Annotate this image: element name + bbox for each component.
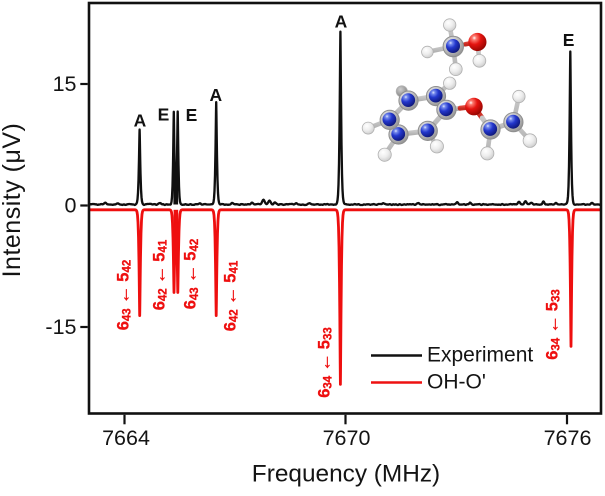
svg-text:Frequency (MHz): Frequency (MHz) xyxy=(252,461,440,488)
svg-text:0: 0 xyxy=(65,194,77,218)
svg-text:A: A xyxy=(335,12,348,32)
svg-text:E: E xyxy=(158,105,170,125)
svg-text:7676: 7676 xyxy=(544,426,592,450)
svg-text:OH-O': OH-O' xyxy=(427,371,486,394)
svg-text:E: E xyxy=(563,30,575,50)
svg-text:E: E xyxy=(186,105,198,125)
svg-text:Intensity (μV): Intensity (μV) xyxy=(0,123,26,278)
svg-text:Experiment: Experiment xyxy=(427,344,533,367)
svg-text:7664: 7664 xyxy=(102,426,150,450)
svg-text:15: 15 xyxy=(53,72,77,96)
svg-text:A: A xyxy=(209,85,222,105)
svg-text:7670: 7670 xyxy=(323,426,371,450)
svg-text:A: A xyxy=(134,111,147,131)
svg-text:-15: -15 xyxy=(45,315,76,339)
